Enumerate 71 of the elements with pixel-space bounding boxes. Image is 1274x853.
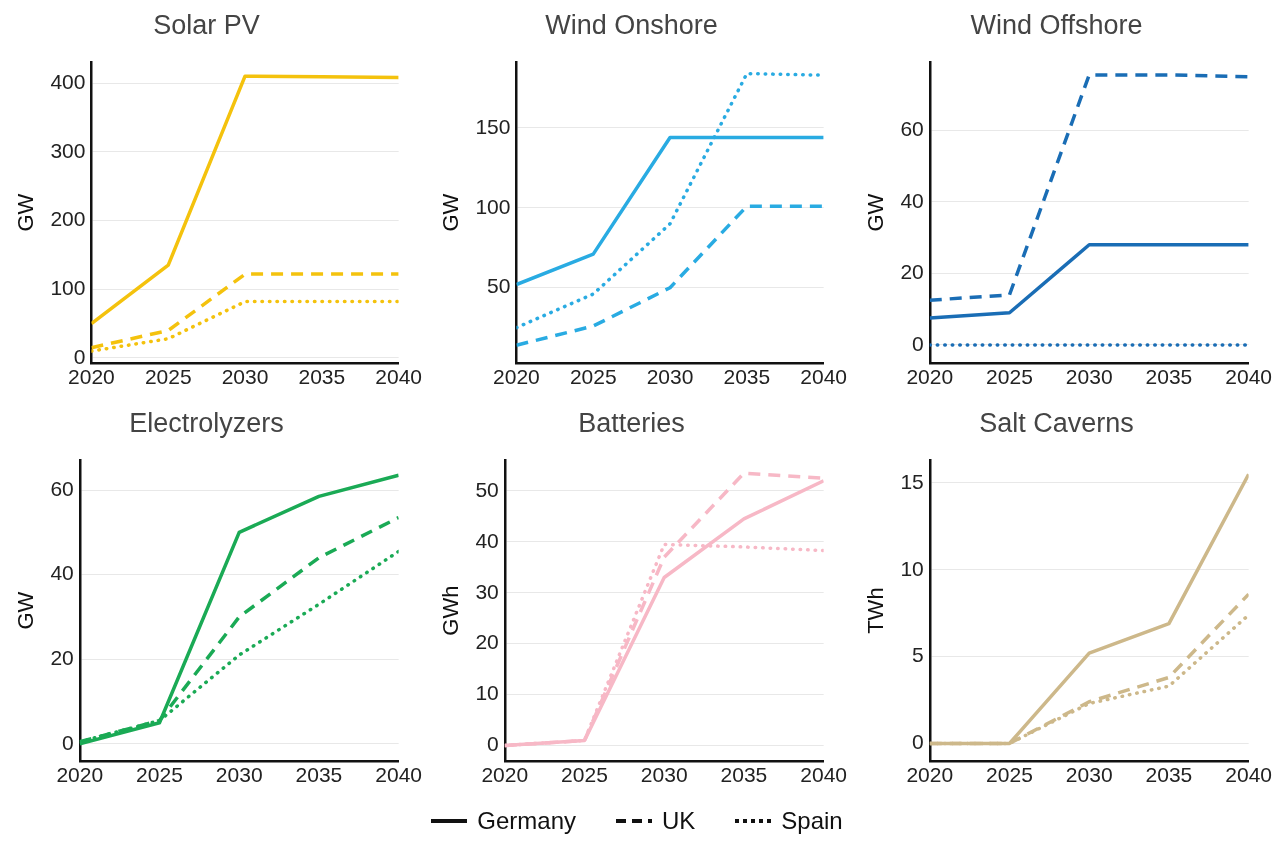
x-tick-label: 2035 [298,365,346,389]
y-tick-label: 100 [475,194,511,218]
y-tick-label: 100 [50,276,86,300]
y-tick-label: 10 [900,556,924,580]
chart-title: Solar PV [153,9,260,40]
y-tick-label: 0 [73,344,86,368]
chart-title: Wind Offshore [970,9,1143,40]
x-tick-label: 2030 [1065,365,1113,389]
x-tick-label: 2025 [144,365,192,389]
y-tick-label: 20 [475,630,499,654]
x-tick-label: 2025 [136,763,183,787]
x-tick-label: 2025 [986,763,1033,787]
x-tick-label: 2040 [1225,763,1272,787]
y-tick-label: 15 [900,469,924,493]
x-tick-label: 2040 [375,763,422,787]
chart-title: Electrolyzers [129,407,284,438]
y-tick-label: 400 [50,69,86,93]
y-tick-label: 50 [487,274,511,298]
text: UK [661,807,696,835]
x-tick-label: 2020 [56,763,104,787]
x-tick-label: 2030 [640,763,688,787]
y-tick-label: 50 [475,477,499,501]
x-tick-label: 2030 [215,763,263,787]
x-tick-label: 2020 [906,365,954,389]
y-tick-label: 40 [900,188,924,212]
y-tick-label: 40 [475,528,499,552]
x-tick-label: 2025 [986,365,1033,389]
x-tick-label: 2030 [221,365,269,389]
y-axis-title: GW [863,193,889,232]
x-tick-label: 2035 [720,763,768,787]
y-tick-label: 150 [475,114,511,138]
x-tick-label: 2030 [646,365,694,389]
y-tick-label: 20 [900,260,924,284]
y-tick-label: 5 [912,643,924,667]
x-tick-label: 2035 [1145,763,1193,787]
y-tick-label: 0 [487,732,499,756]
x-tick-label: 2035 [1145,365,1193,389]
x-tick-label: 2030 [1065,763,1113,787]
y-axis-title: TWh [863,587,889,634]
text: Spain [781,807,843,835]
y-tick-label: 200 [50,207,86,231]
x-tick-label: 2020 [493,365,540,389]
y-axis-title: GW [13,591,39,630]
x-tick-label: 2020 [481,763,529,787]
y-tick-label: 0 [912,730,924,754]
x-tick-label: 2025 [569,365,617,389]
x-tick-label: 2040 [800,763,847,787]
chart-title: Salt Caverns [979,407,1134,438]
x-tick-label: 2025 [561,763,608,787]
y-axis-title: GW [13,193,39,232]
y-axis-title: GW [438,193,464,232]
x-tick-label: 2040 [375,365,422,389]
x-tick-label: 2020 [906,763,954,787]
y-tick-label: 60 [900,117,924,141]
x-tick-label: 2035 [723,365,771,389]
text: Germany [477,807,576,835]
x-tick-label: 2040 [800,365,847,389]
y-tick-label: 0 [912,331,924,355]
y-tick-label: 40 [50,561,74,585]
y-tick-label: 20 [50,646,74,670]
y-tick-label: 60 [50,476,74,500]
y-tick-label: 30 [475,579,499,603]
y-tick-label: 0 [62,730,74,754]
x-tick-label: 2020 [68,365,115,389]
y-axis-title: GWh [438,585,464,636]
chart-title: Batteries [578,407,685,438]
y-tick-label: 300 [50,138,86,162]
x-tick-label: 2040 [1225,365,1272,389]
chart-title: Wind Onshore [545,9,718,40]
y-tick-label: 10 [475,681,499,705]
x-tick-label: 2035 [295,763,343,787]
